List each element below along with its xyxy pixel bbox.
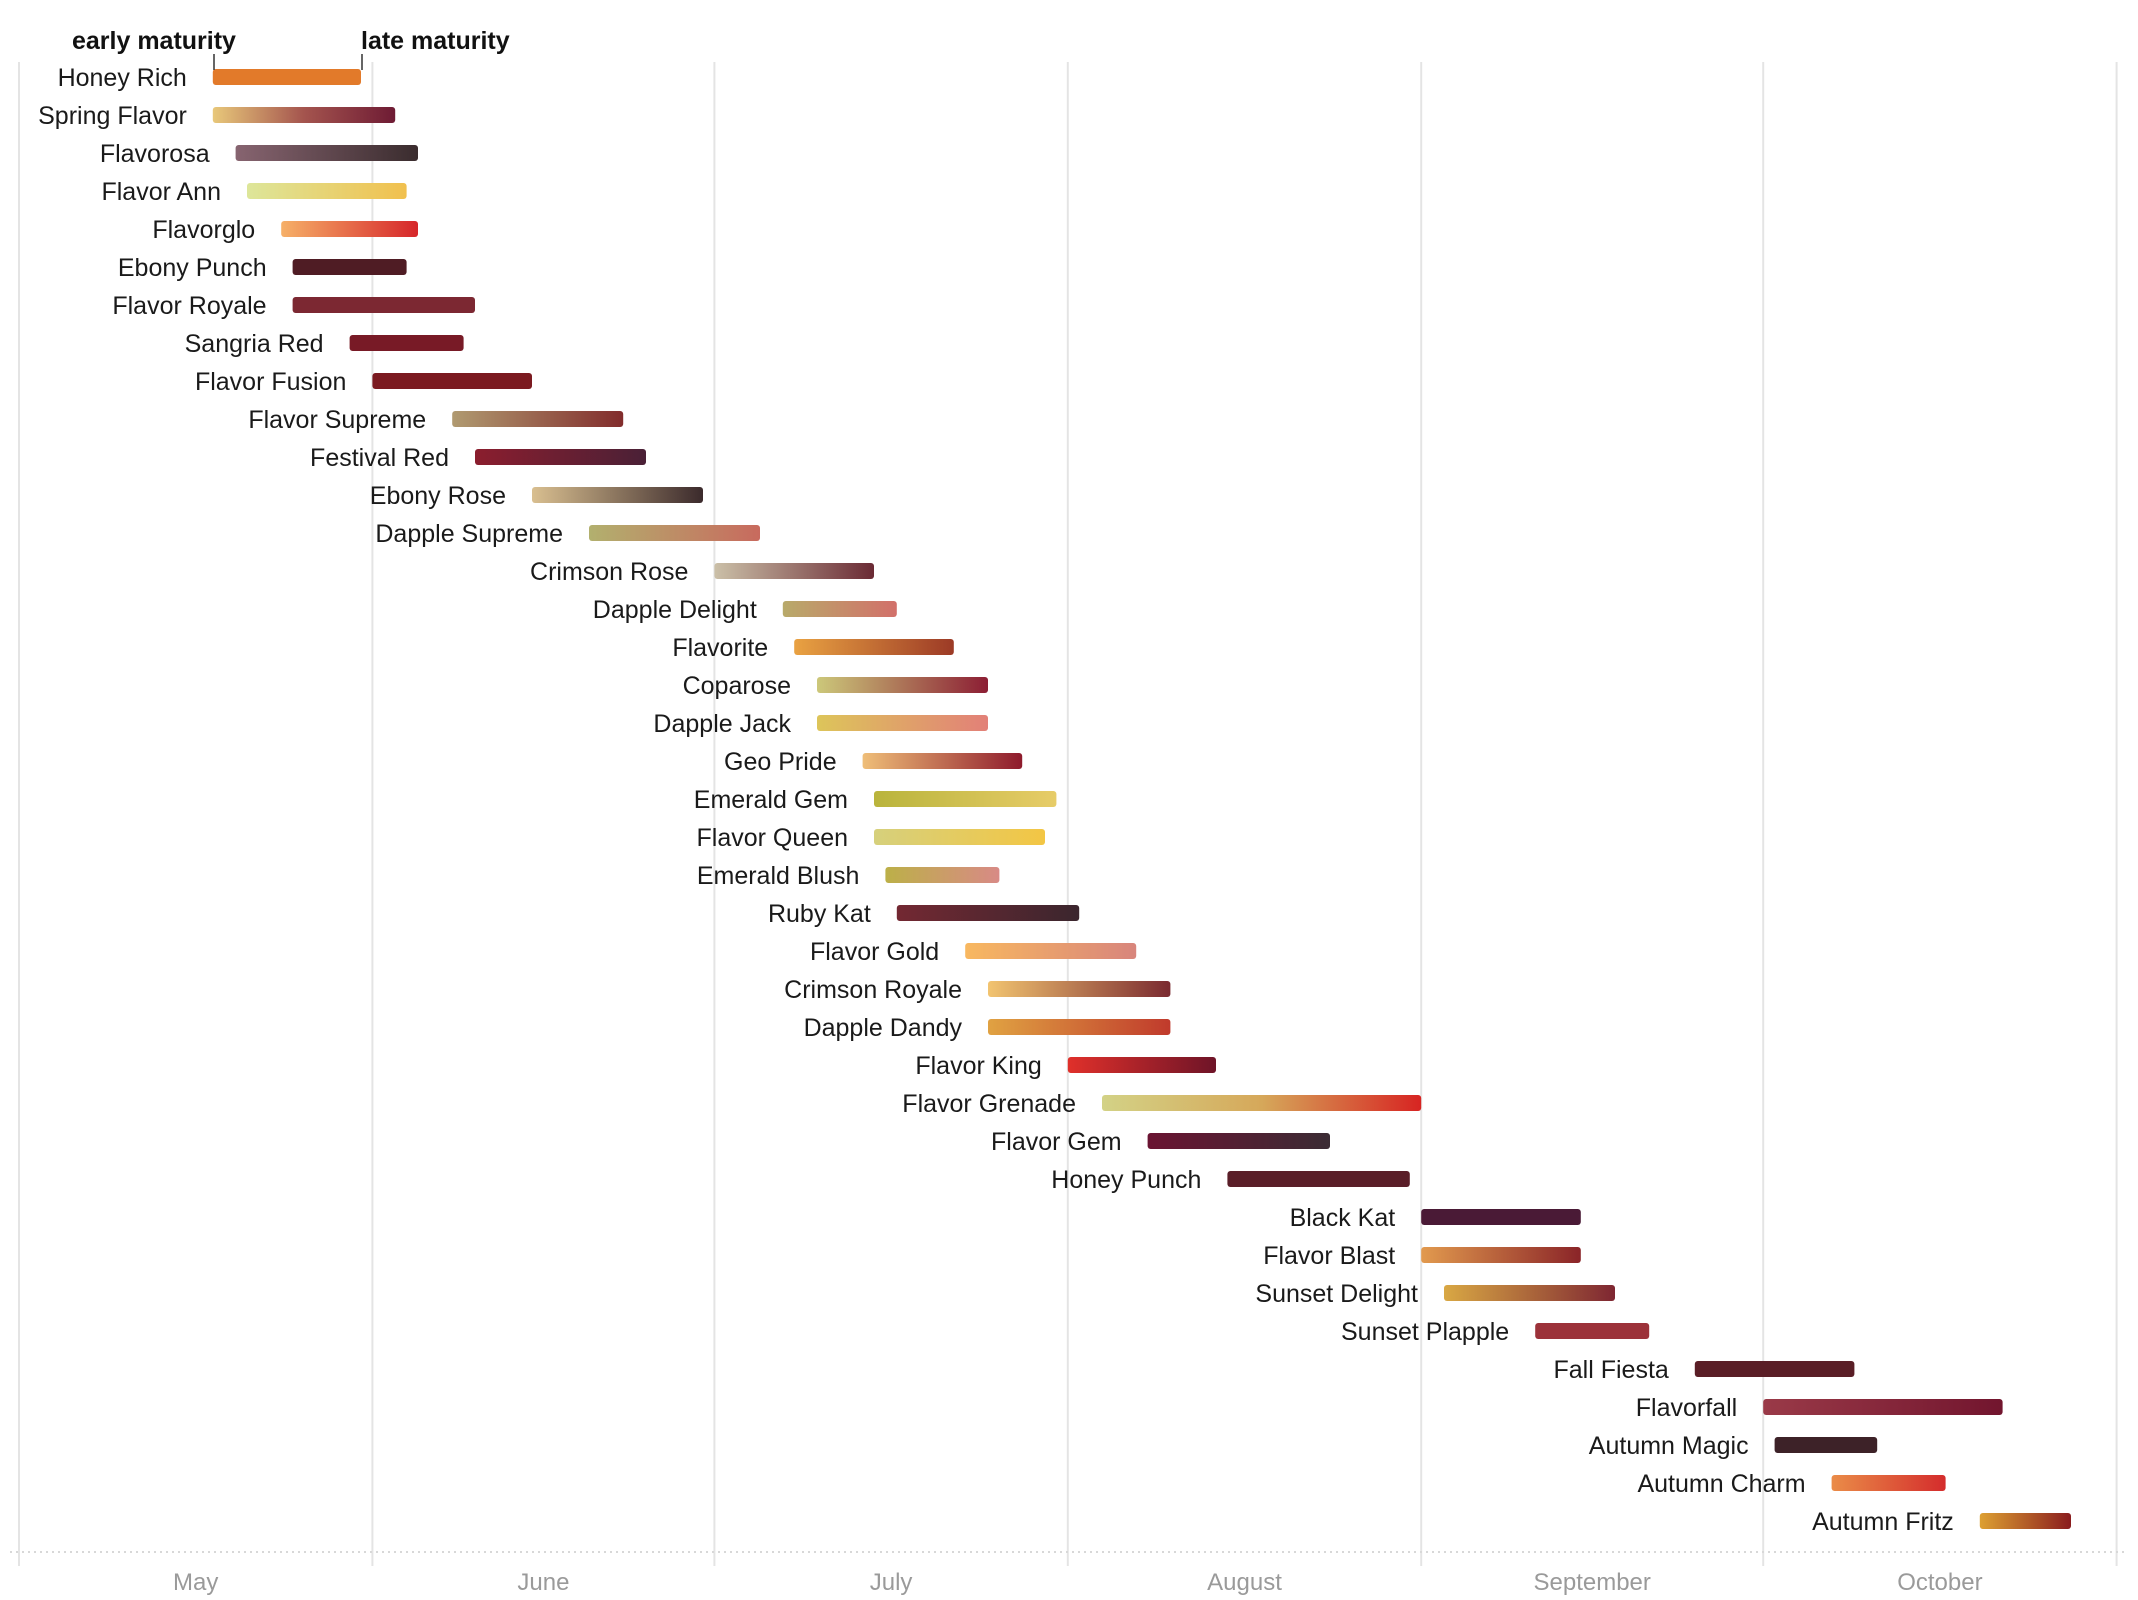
bar-flavor-king [1067, 1057, 1216, 1073]
x-tick-label-may: May [173, 1569, 218, 1596]
bar-honey-rich [212, 69, 361, 85]
bar-sunset-delight [1444, 1285, 1615, 1301]
bar-flavorite [794, 639, 954, 655]
variety-label-ruby-kat: Ruby Kat [768, 900, 871, 928]
x-tick-label-june: June [517, 1569, 569, 1596]
bars-layer [212, 69, 2071, 1529]
variety-label-flavor-supreme: Flavor Supreme [248, 406, 426, 434]
variety-label-autumn-charm: Autumn Charm [1637, 1470, 1805, 1498]
bar-autumn-magic [1774, 1437, 1878, 1453]
variety-label-geo-pride: Geo Pride [724, 748, 837, 776]
variety-label-flavor-fusion: Flavor Fusion [195, 368, 346, 396]
variety-labels-layer: Honey Rich Spring Flavor Flavorosa Flavor A… [38, 64, 1954, 1536]
variety-label-ebony-punch: Ebony Punch [118, 254, 267, 282]
x-tick-label-september: September [1533, 1569, 1650, 1596]
bar-emerald-blush [885, 867, 1000, 883]
x-tick-label-october: October [1897, 1569, 1982, 1596]
bar-flavorosa [235, 145, 418, 161]
bar-geo-pride [862, 753, 1023, 769]
variety-label-emerald-blush: Emerald Blush [697, 862, 860, 890]
bar-flavor-royale [292, 297, 475, 313]
variety-label-flavor-gold: Flavor Gold [810, 938, 939, 966]
variety-label-dapple-supreme: Dapple Supreme [375, 520, 563, 548]
variety-label-flavorfall: Flavorfall [1636, 1394, 1737, 1422]
x-tick-label-august: August [1207, 1569, 1282, 1596]
grid-layer [10, 62, 2128, 1566]
bar-ruby-kat [896, 905, 1080, 921]
bar-festival-red [475, 449, 646, 465]
bar-spring-flavor [212, 107, 396, 123]
variety-label-festival-red: Festival Red [310, 444, 449, 472]
variety-label-emerald-gem: Emerald Gem [694, 786, 848, 814]
variety-label-flavorosa: Flavorosa [100, 140, 210, 168]
bar-flavorfall [1763, 1399, 2003, 1415]
variety-label-dapple-jack: Dapple Jack [653, 710, 791, 738]
variety-label-flavor-queen: Flavor Queen [697, 824, 848, 852]
bar-autumn-charm [1831, 1475, 1946, 1491]
bar-sunset-plapple [1535, 1323, 1650, 1339]
variety-label-ebony-rose: Ebony Rose [370, 482, 506, 510]
bar-flavorglo [281, 221, 418, 237]
bar-black-kat [1421, 1209, 1581, 1225]
bar-crimson-royale [988, 981, 1171, 997]
bar-crimson-rose [714, 563, 874, 579]
legend-late-maturity: late maturity [361, 27, 510, 55]
bar-honey-punch [1227, 1171, 1410, 1187]
variety-label-crimson-rose: Crimson Rose [530, 558, 688, 586]
bar-dapple-jack [817, 715, 988, 731]
variety-label-flavor-ann: Flavor Ann [101, 178, 221, 206]
bar-dapple-delight [782, 601, 897, 617]
bar-sangria-red [349, 335, 464, 351]
legend-early-maturity: early maturity [72, 27, 236, 55]
variety-label-fall-fiesta: Fall Fiesta [1553, 1356, 1668, 1384]
variety-label-sangria-red: Sangria Red [185, 330, 324, 358]
variety-label-honey-punch: Honey Punch [1051, 1166, 1201, 1194]
bar-flavor-queen [874, 829, 1045, 845]
variety-label-crimson-royale: Crimson Royale [784, 976, 962, 1004]
variety-label-flavor-blast: Flavor Blast [1263, 1242, 1395, 1270]
variety-label-dapple-delight: Dapple Delight [593, 596, 757, 624]
variety-label-flavorite: Flavorite [672, 634, 768, 662]
variety-label-sunset-plapple: Sunset Plapple [1341, 1318, 1509, 1346]
bar-emerald-gem [874, 791, 1057, 807]
variety-label-coparose: Coparose [683, 672, 791, 700]
variety-label-sunset-delight: Sunset Delight [1255, 1280, 1418, 1308]
bar-flavor-fusion [372, 373, 532, 389]
bar-ebony-punch [292, 259, 407, 275]
bar-flavor-ann [247, 183, 407, 199]
variety-label-spring-flavor: Spring Flavor [38, 102, 187, 130]
bar-flavor-gold [965, 943, 1137, 959]
x-axis: May June July August September October [173, 1569, 1983, 1596]
variety-label-autumn-fritz: Autumn Fritz [1812, 1508, 1954, 1536]
bar-coparose [817, 677, 988, 693]
bar-fall-fiesta [1694, 1361, 1855, 1377]
variety-label-flavor-gem: Flavor Gem [991, 1128, 1122, 1156]
variety-label-black-kat: Black Kat [1290, 1204, 1396, 1232]
variety-label-autumn-magic: Autumn Magic [1589, 1432, 1749, 1460]
bar-dapple-supreme [589, 525, 760, 541]
bar-ebony-rose [532, 487, 703, 503]
variety-label-flavor-grenade: Flavor Grenade [902, 1090, 1076, 1118]
bar-flavor-blast [1421, 1247, 1581, 1263]
variety-label-dapple-dandy: Dapple Dandy [804, 1014, 963, 1042]
bar-flavor-gem [1147, 1133, 1330, 1149]
variety-label-flavor-king: Flavor King [915, 1052, 1041, 1080]
bar-flavor-grenade [1102, 1095, 1422, 1111]
variety-label-honey-rich: Honey Rich [58, 64, 187, 92]
bar-autumn-fritz [1979, 1513, 2071, 1529]
legend: early maturity late maturity [72, 27, 510, 70]
x-tick-label-july: July [870, 1569, 913, 1596]
variety-label-flavor-royale: Flavor Royale [112, 292, 266, 320]
bar-flavor-supreme [452, 411, 624, 427]
variety-label-flavorglo: Flavorglo [152, 216, 255, 244]
bar-dapple-dandy [988, 1019, 1171, 1035]
